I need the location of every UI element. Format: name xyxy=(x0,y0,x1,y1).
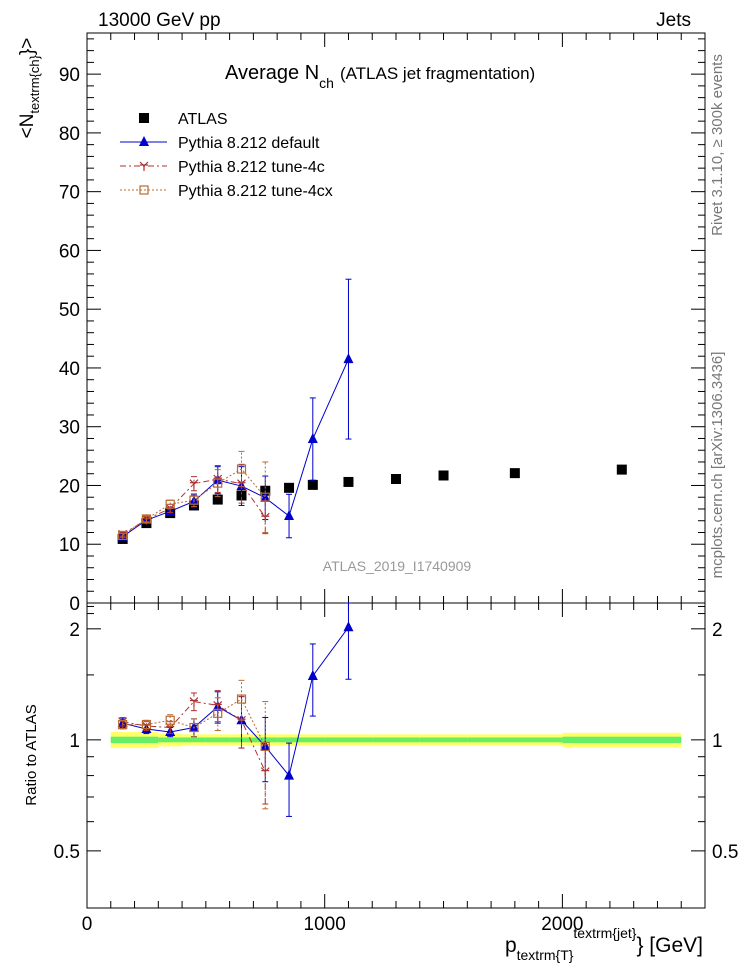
data-point xyxy=(189,697,199,707)
data-point xyxy=(139,161,149,171)
data-point xyxy=(307,669,318,680)
main-y-tick-label: 90 xyxy=(59,65,80,86)
main-y-tick-label: 80 xyxy=(59,124,80,145)
main-series xyxy=(117,278,627,544)
analysis-watermark: ATLAS_2019_I1740909 xyxy=(323,558,472,574)
data-point xyxy=(213,478,223,488)
data-point xyxy=(260,492,270,502)
ratio-y-tick-label: 1 xyxy=(69,731,80,752)
data-point xyxy=(212,494,223,505)
data-point xyxy=(237,479,246,489)
data-point xyxy=(284,482,295,493)
data-point xyxy=(391,474,401,485)
data-point xyxy=(307,479,318,490)
legend-label: Pythia 8.212 tune-4cx xyxy=(178,183,333,200)
legend-label: Pythia 8.212 default xyxy=(178,135,320,152)
data-point xyxy=(188,721,199,732)
ratio-uncertainty-band xyxy=(110,732,682,749)
data-point xyxy=(237,715,246,726)
main-y-tick-label: 10 xyxy=(59,535,80,556)
data-point xyxy=(189,495,199,505)
main-y-tick-label: 50 xyxy=(59,300,80,321)
data-point xyxy=(165,715,175,725)
series-pythia-tune-4cx xyxy=(118,450,270,541)
header-right: Jets xyxy=(656,10,691,31)
ratio-y-tick-label-right: 0.5 xyxy=(712,842,738,863)
ratio-y-ticks: 0.5 0.5 1 1 2 2 xyxy=(54,605,738,863)
data-point xyxy=(307,433,318,444)
legend-label: ATLAS xyxy=(178,111,228,128)
data-point xyxy=(509,468,520,479)
x-tick-label: 0 xyxy=(82,914,93,935)
main-y-ticks: 0 10 20 30 40 50 60 70 80 90 xyxy=(59,38,705,615)
data-point xyxy=(438,470,449,481)
data-point xyxy=(141,719,152,730)
legend-entry: Pythia 8.212 tune-4cx xyxy=(120,183,333,200)
data-point xyxy=(343,353,354,364)
data-point xyxy=(260,741,270,751)
ratio-series-pythia-tune-4cx xyxy=(118,679,270,810)
mcplots-label: mcplots.cern.ch [arXiv:1306.3436] xyxy=(709,352,726,579)
ratio-plot-frame xyxy=(86,602,706,909)
main-y-tick-label: 70 xyxy=(59,183,80,204)
data-point xyxy=(141,514,152,524)
data-point xyxy=(236,464,247,474)
data-point xyxy=(189,479,199,489)
main-y-label: <Ntextrm{ch}}> xyxy=(17,38,42,139)
chart-title: Average Nch (ATLAS jet fragmentation) xyxy=(225,62,535,91)
data-point xyxy=(118,530,128,541)
x-tick-label: 1000 xyxy=(304,914,346,935)
ratio-y-tick-label: 2 xyxy=(69,620,80,641)
series-pythia-default xyxy=(117,278,354,541)
data-point xyxy=(284,769,295,780)
data-point xyxy=(343,476,354,487)
data-point xyxy=(139,185,149,195)
ratio-series xyxy=(117,602,354,817)
legend-entry: Pythia 8.212 tune-4c xyxy=(120,159,325,176)
legend: ATLAS Pythia 8.212 default Pythia 8.212 tu… xyxy=(120,111,333,200)
data-point xyxy=(343,621,354,632)
rivet-label: Rivet 3.1.10, ≥ 300k events xyxy=(709,54,726,236)
data-point xyxy=(165,499,175,509)
main-y-tick-label: 60 xyxy=(59,241,80,262)
header-left: 13000 GeV pp xyxy=(98,10,221,31)
data-point xyxy=(213,708,223,718)
data-point xyxy=(118,719,128,730)
data-point xyxy=(260,491,271,502)
ratio-y-label: Ratio to ATLAS xyxy=(23,704,40,805)
main-y-tick-label: 20 xyxy=(59,476,80,497)
legend-entry: Pythia 8.212 default xyxy=(120,135,320,152)
legend-entry: ATLAS xyxy=(139,111,228,128)
data-point xyxy=(139,136,149,146)
x-tick-label: 2000 xyxy=(541,914,583,935)
ratio-y-tick-label: 0.5 xyxy=(54,842,80,863)
series-line xyxy=(122,358,349,538)
data-point xyxy=(236,694,247,704)
ratio-y-tick-label-right: 2 xyxy=(712,620,723,641)
x-ticks: 0 1000 2000 xyxy=(82,33,706,935)
data-point xyxy=(284,510,295,521)
ratio-y-tick-label-right: 1 xyxy=(712,731,723,752)
main-y-tick-label: 30 xyxy=(59,418,80,439)
main-y-tick-label: 0 xyxy=(69,594,80,615)
data-point xyxy=(616,464,627,475)
ratio-series-line xyxy=(122,626,349,777)
legend-label: Pythia 8.212 tune-4c xyxy=(178,159,325,176)
main-y-tick-label: 40 xyxy=(59,359,80,380)
data-point xyxy=(139,113,149,123)
data-point xyxy=(189,722,199,733)
x-axis-label: ptextrm{T}textrm{jet}} [GeV] xyxy=(505,925,703,963)
ratio-series-pythia-default xyxy=(117,602,354,817)
